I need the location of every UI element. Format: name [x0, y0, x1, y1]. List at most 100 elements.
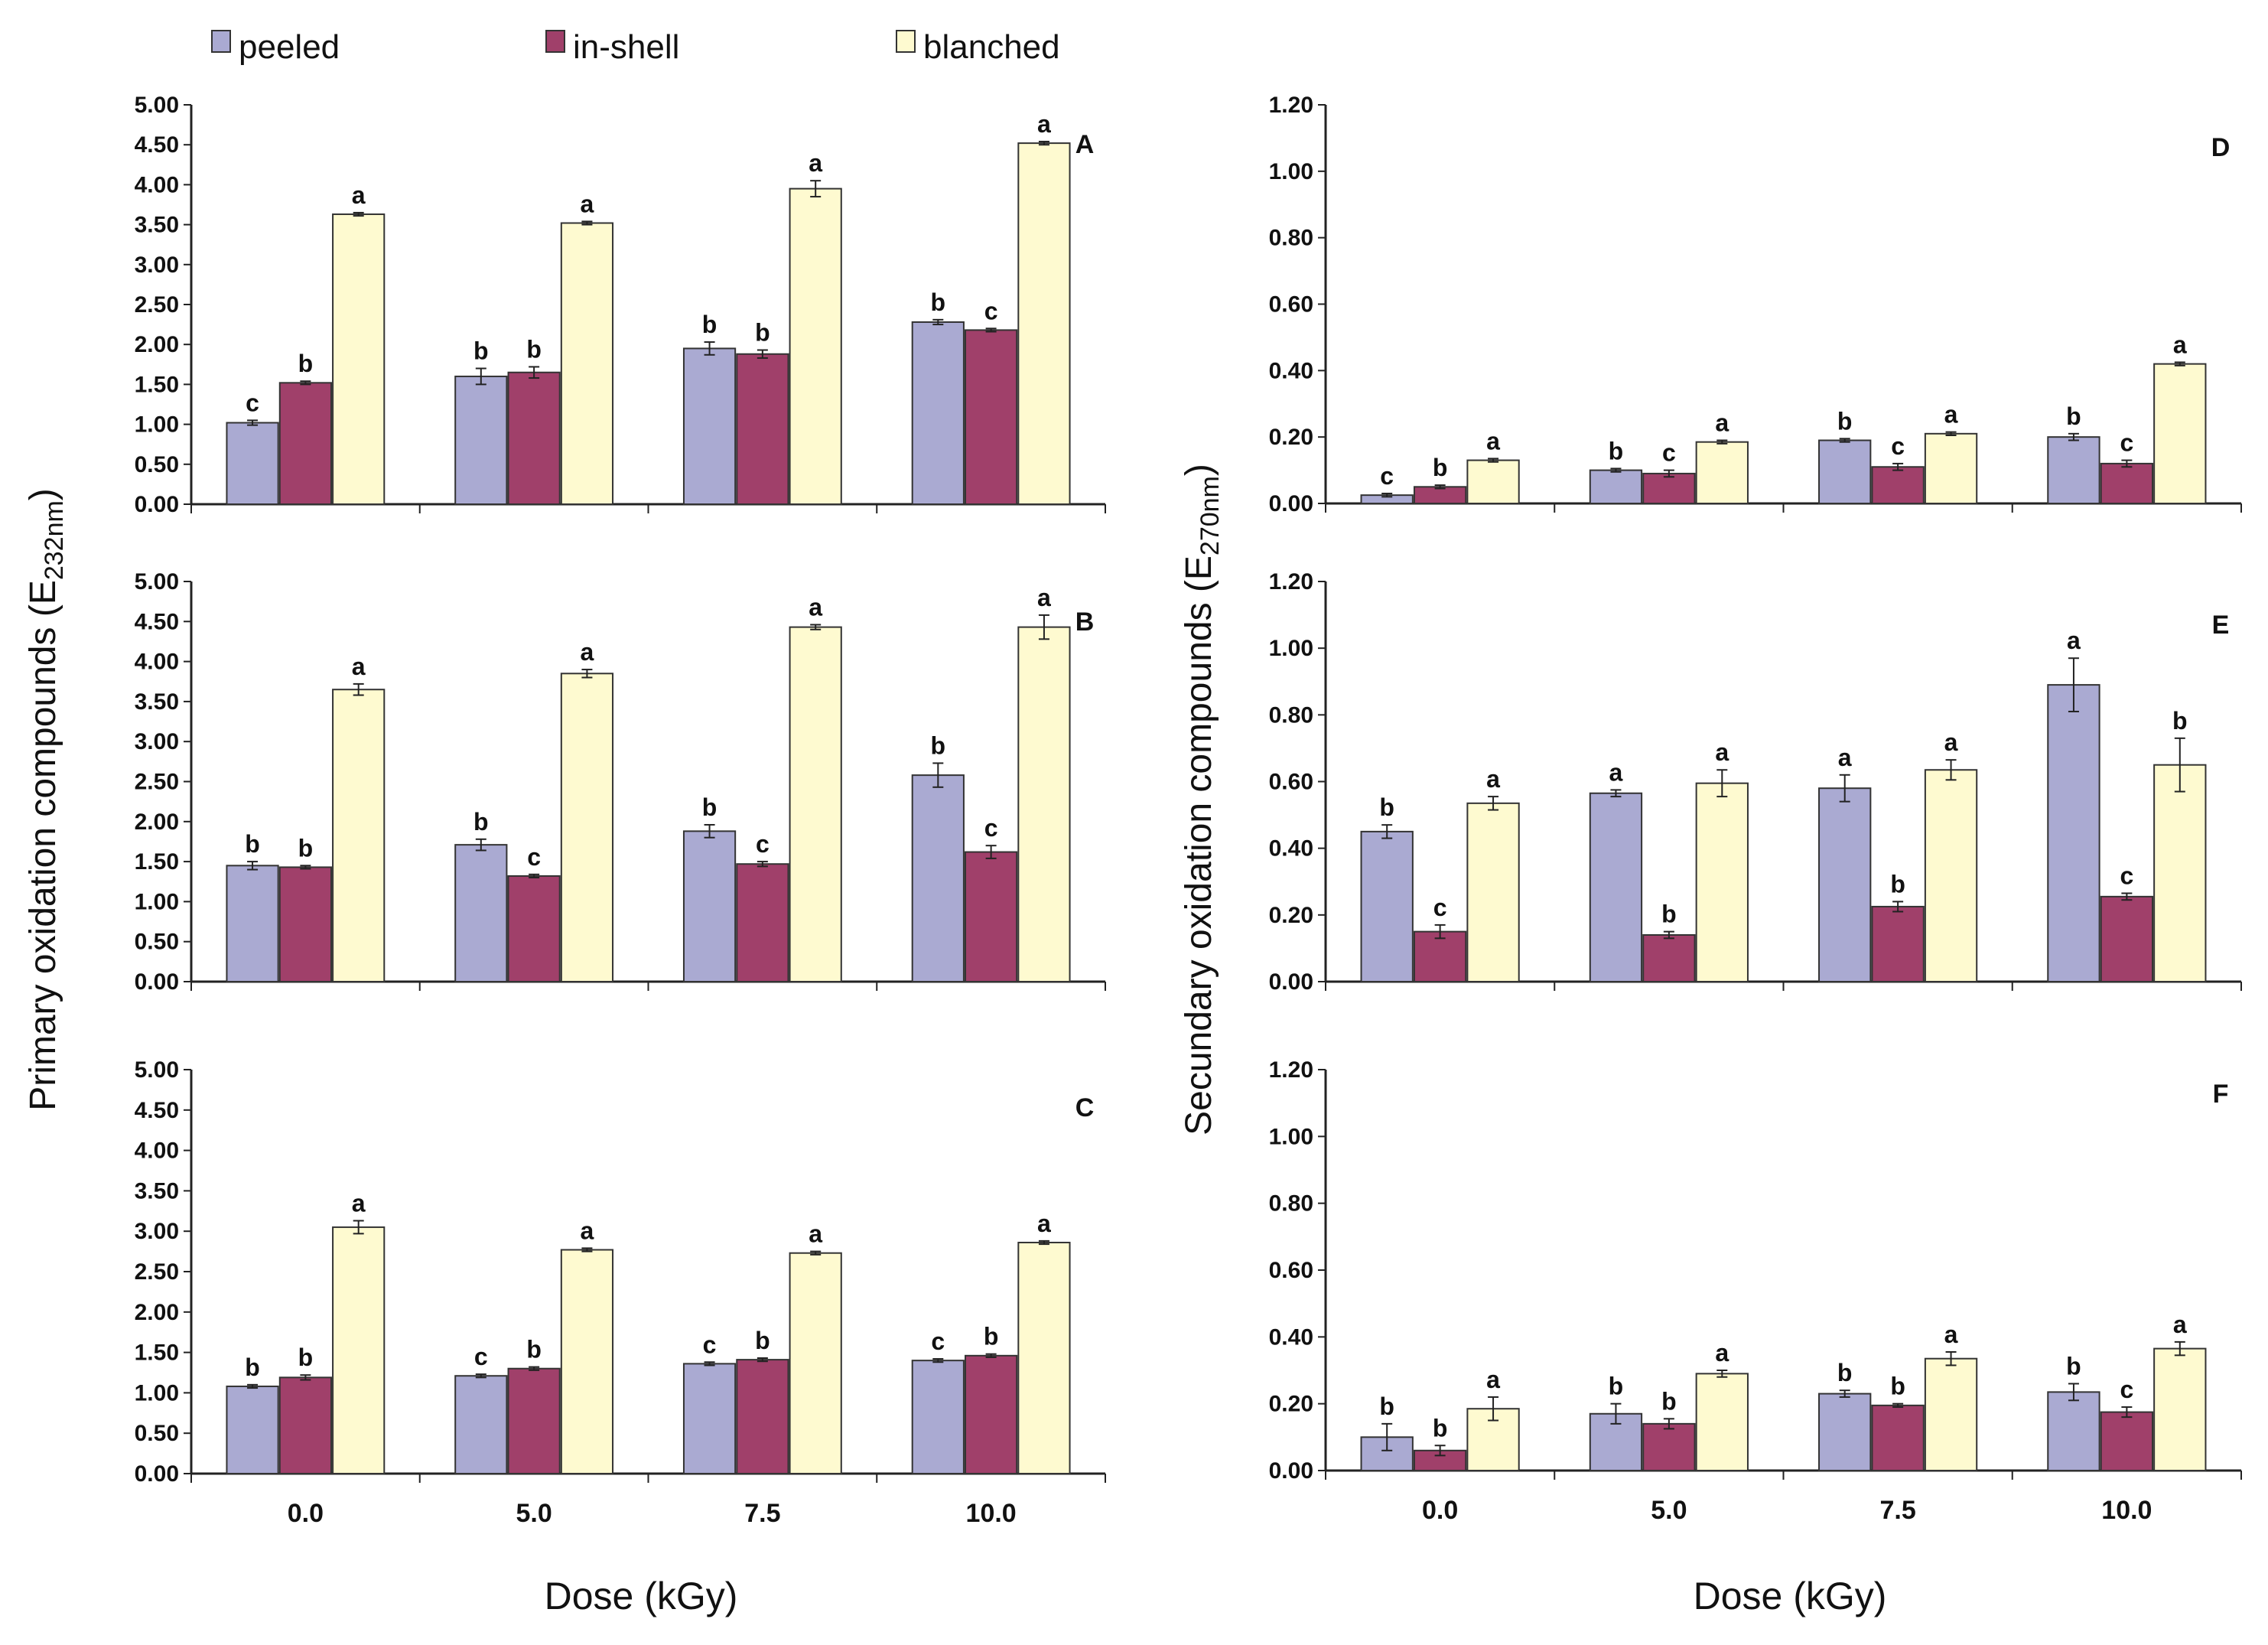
- significance-letter: a: [352, 181, 366, 209]
- significance-letter: b: [755, 319, 770, 347]
- bar-in-shell: [507, 1367, 561, 1474]
- right-y-axis-label: Secundary oxidation compounds (E270nm): [1179, 464, 1225, 1135]
- significance-letter: a: [809, 1220, 822, 1248]
- y-tick-label: 4.50: [135, 609, 179, 634]
- bar-peeled: [226, 422, 279, 506]
- significance-letter: b: [298, 834, 314, 862]
- bar-in-shell: [1642, 1422, 1696, 1472]
- bar-peeled: [1360, 830, 1414, 982]
- significance-letter: a: [1944, 1321, 1958, 1348]
- y-tick-label: 1.00: [135, 412, 179, 438]
- bar-in-shell: [1871, 1404, 1925, 1471]
- significance-letter: b: [526, 335, 542, 363]
- significance-letter: b: [1890, 870, 1905, 897]
- bar-blanched: [560, 673, 614, 982]
- y-tick-label: 3.00: [135, 729, 179, 754]
- legend-label-peeled: peeled: [239, 28, 340, 66]
- significance-letter: a: [1715, 1339, 1729, 1366]
- significance-letter: a: [352, 1189, 366, 1217]
- x-category-label: 0.0: [288, 1499, 324, 1528]
- bar-in-shell: [965, 851, 1018, 982]
- y-tick-label: 0.50: [135, 452, 179, 477]
- y-tick-label: 2.00: [135, 809, 179, 835]
- legend-swatch-blanched: [896, 30, 916, 53]
- bar-peeled: [2047, 684, 2100, 982]
- significance-letter: a: [581, 1217, 594, 1244]
- y-tick-label: 0.60: [1269, 770, 1313, 795]
- x-category-label: 0.0: [1422, 1496, 1458, 1525]
- significance-letter: b: [1609, 1373, 1624, 1400]
- significance-letter: a: [2173, 1311, 2187, 1338]
- significance-letter: b: [1379, 1393, 1394, 1420]
- significance-letter: c: [1662, 439, 1676, 467]
- significance-letter: a: [1486, 765, 1500, 793]
- bar-in-shell: [1413, 930, 1467, 982]
- y-tick-label: 1.00: [135, 1380, 179, 1406]
- bar-peeled: [226, 1385, 279, 1475]
- legend-swatch-peeled: [211, 30, 231, 53]
- significance-letter: c: [246, 389, 259, 416]
- significance-letter: a: [809, 149, 822, 177]
- legend-label-blanched: blanched: [923, 28, 1060, 66]
- significance-letter: b: [1661, 901, 1677, 928]
- significance-letter: b: [2066, 1352, 2081, 1380]
- significance-letter: b: [1837, 1359, 1853, 1386]
- bar-in-shell: [1871, 905, 1925, 982]
- significance-letter: a: [2173, 331, 2187, 358]
- significance-letter: a: [1609, 758, 1623, 786]
- y-tick-label: 3.00: [135, 1219, 179, 1244]
- significance-letter: b: [1609, 437, 1624, 464]
- bar-in-shell: [736, 353, 789, 505]
- significance-letter: b: [1890, 1373, 1905, 1400]
- significance-letter: b: [931, 288, 946, 316]
- significance-letter: b: [526, 1336, 542, 1363]
- panel-label: B: [1075, 608, 1095, 637]
- y-tick-label: 0.40: [1269, 836, 1313, 862]
- significance-letter: b: [1379, 793, 1394, 821]
- y-tick-label: 3.50: [135, 1178, 179, 1204]
- bar-peeled: [1818, 1393, 1872, 1471]
- bar-blanched: [1695, 782, 1749, 982]
- bar-blanched: [789, 626, 842, 982]
- legend-label-in-shell: in-shell: [573, 28, 679, 66]
- bar-blanched: [1695, 1373, 1749, 1472]
- y-tick-label: 2.00: [135, 1300, 179, 1325]
- significance-letter: c: [703, 1331, 717, 1358]
- bar-blanched: [332, 689, 386, 983]
- legend-swatch-in-shell: [545, 30, 565, 53]
- bar-peeled: [682, 1363, 737, 1475]
- significance-letter: b: [931, 731, 946, 759]
- y-tick-label: 5.00: [135, 93, 179, 118]
- bar-blanched: [2153, 764, 2207, 982]
- panel-label: D: [2211, 133, 2231, 162]
- significance-letter: b: [473, 808, 489, 836]
- bar-peeled: [911, 321, 965, 505]
- right-x-axis-label: Dose (kGy): [1694, 1575, 1887, 1617]
- y-tick-label: 2.50: [135, 1259, 179, 1285]
- significance-letter: a: [1486, 1366, 1500, 1393]
- panel-d: 0.00 0.20 0.40 0.60 0.80 1.00 1.20 c b a b c a b c a b c a…: [1269, 93, 2242, 516]
- y-tick-label: 1.50: [135, 1340, 179, 1366]
- bar-in-shell: [736, 863, 789, 983]
- panel-label: E: [2212, 611, 2230, 640]
- y-tick-label: 0.00: [1269, 969, 1313, 995]
- bar-in-shell: [1642, 472, 1696, 504]
- y-tick-label: 3.50: [135, 689, 179, 715]
- x-category-label: 10.0: [2101, 1496, 2152, 1525]
- bar-blanched: [1017, 142, 1071, 505]
- y-tick-label: 3.00: [135, 252, 179, 278]
- significance-letter: a: [2067, 627, 2081, 654]
- significance-letter: c: [2120, 862, 2133, 890]
- bar-blanched: [1695, 441, 1749, 504]
- bar-blanched: [1924, 769, 1978, 983]
- significance-letter: b: [2172, 707, 2188, 735]
- y-tick-label: 4.00: [135, 172, 179, 197]
- bar-in-shell: [2100, 1411, 2154, 1472]
- significance-letter: c: [756, 830, 770, 858]
- significance-letter: b: [2066, 402, 2081, 430]
- panel-e: 0.00 0.20 0.40 0.60 0.80 1.00 1.20 b c a a b a a b a a c b…: [1269, 569, 2242, 995]
- bar-peeled: [454, 375, 508, 505]
- x-category-label: 5.0: [516, 1499, 552, 1528]
- bar-blanched: [789, 1252, 842, 1475]
- y-tick-label: 4.00: [135, 1138, 179, 1164]
